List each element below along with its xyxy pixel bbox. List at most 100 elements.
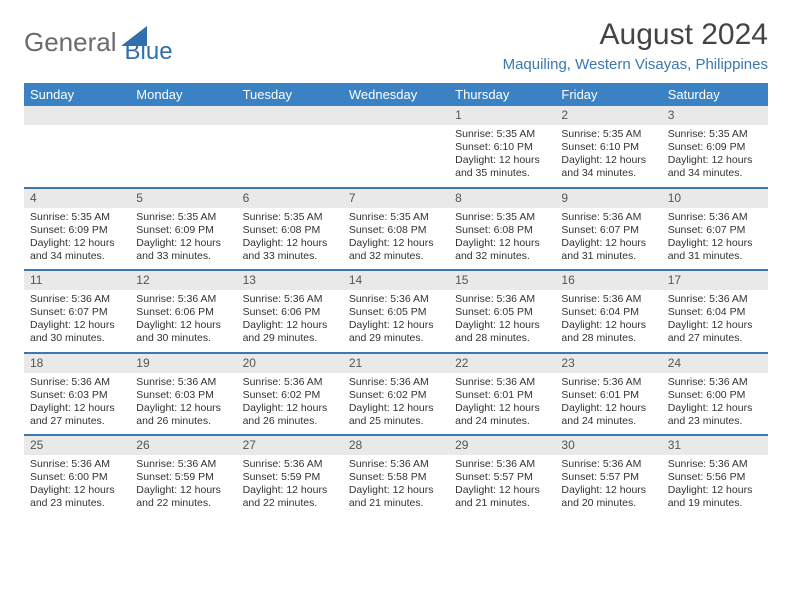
day-number: 7 (343, 189, 449, 208)
day-number: 13 (237, 271, 343, 290)
day-body: Sunrise: 5:35 AMSunset: 6:08 PMDaylight:… (343, 208, 449, 270)
sunrise-line: Sunrise: 5:36 AM (668, 211, 762, 224)
sunset-line: Sunset: 6:00 PM (30, 471, 124, 484)
sunrise-line: Sunrise: 5:36 AM (561, 211, 655, 224)
day-body: Sunrise: 5:35 AMSunset: 6:09 PMDaylight:… (662, 125, 768, 187)
sunset-line: Sunset: 6:04 PM (561, 306, 655, 319)
weekday-header: Monday (130, 83, 236, 106)
daylight-line: Daylight: 12 hours and 30 minutes. (30, 319, 124, 345)
calendar-body: 1Sunrise: 5:35 AMSunset: 6:10 PMDaylight… (24, 106, 768, 517)
day-number: 4 (24, 189, 130, 208)
sunrise-line: Sunrise: 5:36 AM (455, 376, 549, 389)
sunrise-line: Sunrise: 5:36 AM (30, 458, 124, 471)
sunset-line: Sunset: 6:01 PM (561, 389, 655, 402)
daylight-line: Daylight: 12 hours and 31 minutes. (668, 237, 762, 263)
sunrise-line: Sunrise: 5:35 AM (668, 128, 762, 141)
day-body: Sunrise: 5:36 AMSunset: 5:57 PMDaylight:… (555, 455, 661, 517)
day-body (237, 125, 343, 134)
calendar-day-cell (24, 106, 130, 188)
day-body: Sunrise: 5:36 AMSunset: 6:06 PMDaylight:… (237, 290, 343, 352)
sunrise-line: Sunrise: 5:35 AM (455, 211, 549, 224)
daylight-line: Daylight: 12 hours and 34 minutes. (668, 154, 762, 180)
sunrise-line: Sunrise: 5:35 AM (243, 211, 337, 224)
weekday-header: Tuesday (237, 83, 343, 106)
calendar-week-row: 25Sunrise: 5:36 AMSunset: 6:00 PMDayligh… (24, 435, 768, 517)
calendar-day-cell: 18Sunrise: 5:36 AMSunset: 6:03 PMDayligh… (24, 353, 130, 436)
weekday-header: Saturday (662, 83, 768, 106)
day-body: Sunrise: 5:35 AMSunset: 6:08 PMDaylight:… (237, 208, 343, 270)
calendar-day-cell (130, 106, 236, 188)
day-number: 28 (343, 436, 449, 455)
day-number (343, 106, 449, 125)
sunrise-line: Sunrise: 5:36 AM (561, 293, 655, 306)
day-number: 11 (24, 271, 130, 290)
sunset-line: Sunset: 6:03 PM (136, 389, 230, 402)
day-number: 15 (449, 271, 555, 290)
daylight-line: Daylight: 12 hours and 26 minutes. (243, 402, 337, 428)
logo-word-1: General (24, 27, 117, 58)
day-body: Sunrise: 5:36 AMSunset: 6:03 PMDaylight:… (130, 373, 236, 435)
calendar-day-cell: 26Sunrise: 5:36 AMSunset: 5:59 PMDayligh… (130, 435, 236, 517)
calendar-day-cell: 14Sunrise: 5:36 AMSunset: 6:05 PMDayligh… (343, 270, 449, 353)
calendar-day-cell: 9Sunrise: 5:36 AMSunset: 6:07 PMDaylight… (555, 188, 661, 271)
sunrise-line: Sunrise: 5:36 AM (30, 376, 124, 389)
day-body: Sunrise: 5:36 AMSunset: 6:00 PMDaylight:… (24, 455, 130, 517)
calendar-day-cell: 25Sunrise: 5:36 AMSunset: 6:00 PMDayligh… (24, 435, 130, 517)
day-body: Sunrise: 5:36 AMSunset: 6:04 PMDaylight:… (555, 290, 661, 352)
calendar-day-cell: 19Sunrise: 5:36 AMSunset: 6:03 PMDayligh… (130, 353, 236, 436)
sunset-line: Sunset: 6:02 PM (243, 389, 337, 402)
sunset-line: Sunset: 6:08 PM (455, 224, 549, 237)
day-number: 18 (24, 354, 130, 373)
sunset-line: Sunset: 6:04 PM (668, 306, 762, 319)
daylight-line: Daylight: 12 hours and 21 minutes. (349, 484, 443, 510)
calendar-day-cell: 2Sunrise: 5:35 AMSunset: 6:10 PMDaylight… (555, 106, 661, 188)
calendar-day-cell: 4Sunrise: 5:35 AMSunset: 6:09 PMDaylight… (24, 188, 130, 271)
logo: General Blue (24, 18, 173, 66)
sunset-line: Sunset: 5:57 PM (455, 471, 549, 484)
sunrise-line: Sunrise: 5:36 AM (136, 458, 230, 471)
day-number: 12 (130, 271, 236, 290)
calendar-day-cell: 21Sunrise: 5:36 AMSunset: 6:02 PMDayligh… (343, 353, 449, 436)
sunset-line: Sunset: 6:00 PM (668, 389, 762, 402)
daylight-line: Daylight: 12 hours and 32 minutes. (349, 237, 443, 263)
sunrise-line: Sunrise: 5:36 AM (668, 458, 762, 471)
calendar-day-cell: 16Sunrise: 5:36 AMSunset: 6:04 PMDayligh… (555, 270, 661, 353)
day-body: Sunrise: 5:35 AMSunset: 6:09 PMDaylight:… (24, 208, 130, 270)
daylight-line: Daylight: 12 hours and 32 minutes. (455, 237, 549, 263)
sunrise-line: Sunrise: 5:35 AM (136, 211, 230, 224)
sunset-line: Sunset: 6:10 PM (561, 141, 655, 154)
day-number: 25 (24, 436, 130, 455)
day-body: Sunrise: 5:36 AMSunset: 6:02 PMDaylight:… (237, 373, 343, 435)
daylight-line: Daylight: 12 hours and 30 minutes. (136, 319, 230, 345)
calendar-day-cell: 28Sunrise: 5:36 AMSunset: 5:58 PMDayligh… (343, 435, 449, 517)
daylight-line: Daylight: 12 hours and 25 minutes. (349, 402, 443, 428)
sunset-line: Sunset: 6:09 PM (668, 141, 762, 154)
sunrise-line: Sunrise: 5:36 AM (136, 376, 230, 389)
calendar-day-cell: 7Sunrise: 5:35 AMSunset: 6:08 PMDaylight… (343, 188, 449, 271)
title-block: August 2024 Maquiling, Western Visayas, … (503, 18, 768, 77)
day-body (343, 125, 449, 134)
day-number: 10 (662, 189, 768, 208)
day-number: 21 (343, 354, 449, 373)
weekday-header: Thursday (449, 83, 555, 106)
calendar-day-cell: 13Sunrise: 5:36 AMSunset: 6:06 PMDayligh… (237, 270, 343, 353)
calendar-week-row: 11Sunrise: 5:36 AMSunset: 6:07 PMDayligh… (24, 270, 768, 353)
day-body: Sunrise: 5:36 AMSunset: 6:00 PMDaylight:… (662, 373, 768, 435)
header-row: General Blue August 2024 Maquiling, West… (24, 18, 768, 77)
sunset-line: Sunset: 6:10 PM (455, 141, 549, 154)
page-subtitle: Maquiling, Western Visayas, Philippines (503, 56, 768, 73)
calendar-day-cell (237, 106, 343, 188)
daylight-line: Daylight: 12 hours and 26 minutes. (136, 402, 230, 428)
daylight-line: Daylight: 12 hours and 33 minutes. (136, 237, 230, 263)
calendar-day-cell: 20Sunrise: 5:36 AMSunset: 6:02 PMDayligh… (237, 353, 343, 436)
day-number: 17 (662, 271, 768, 290)
day-number: 8 (449, 189, 555, 208)
calendar-day-cell: 3Sunrise: 5:35 AMSunset: 6:09 PMDaylight… (662, 106, 768, 188)
day-body: Sunrise: 5:35 AMSunset: 6:10 PMDaylight:… (449, 125, 555, 187)
calendar-day-cell: 22Sunrise: 5:36 AMSunset: 6:01 PMDayligh… (449, 353, 555, 436)
daylight-line: Daylight: 12 hours and 29 minutes. (243, 319, 337, 345)
day-number: 23 (555, 354, 661, 373)
day-body: Sunrise: 5:36 AMSunset: 6:02 PMDaylight:… (343, 373, 449, 435)
day-body: Sunrise: 5:36 AMSunset: 6:07 PMDaylight:… (24, 290, 130, 352)
daylight-line: Daylight: 12 hours and 23 minutes. (668, 402, 762, 428)
